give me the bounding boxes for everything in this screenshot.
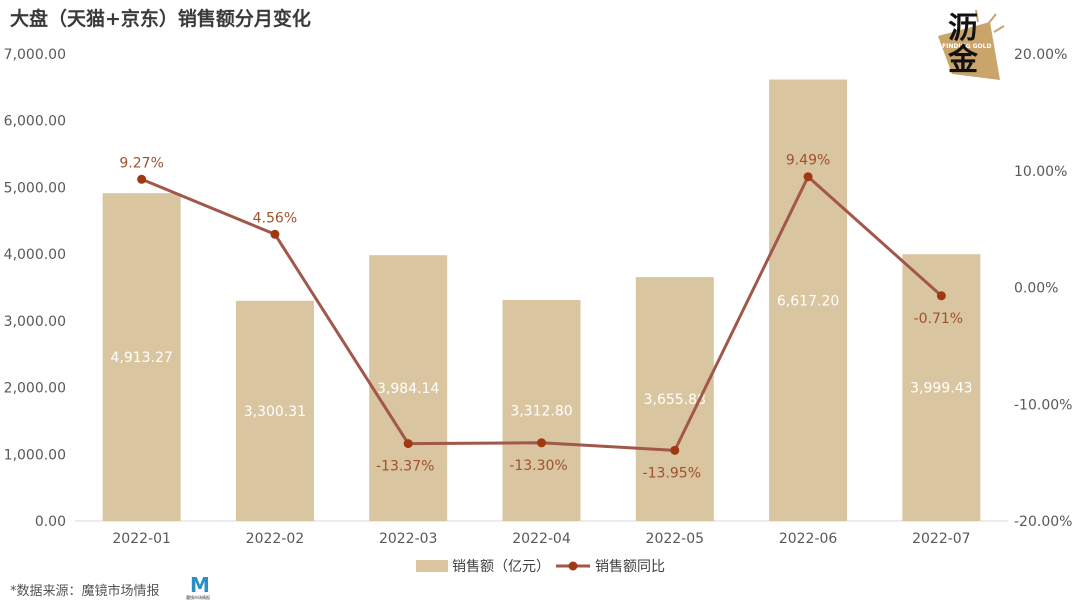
line-point-label: 9.27% bbox=[119, 155, 163, 171]
y-left-tick-label: 4,000.00 bbox=[4, 247, 66, 263]
bar-value-label: 4,913.27 bbox=[110, 350, 172, 366]
mojing-logo-caption: 魔镜市场情报 bbox=[186, 594, 210, 600]
y-left-tick-label: 2,000.00 bbox=[4, 381, 66, 397]
line-point-2022-06 bbox=[803, 172, 813, 182]
mojing-logo-letter: M bbox=[190, 573, 210, 597]
bar-2022-06 bbox=[769, 79, 848, 521]
x-tick-label: 2022-01 bbox=[112, 531, 171, 547]
line-point-label: -13.37% bbox=[376, 459, 434, 475]
line-point-2022-04 bbox=[537, 438, 546, 448]
y-right-tick-label: 10.00% bbox=[1014, 164, 1067, 180]
brand-logo: 沥 FINDING GOLD 金 bbox=[938, 9, 1005, 80]
bar-2022-01 bbox=[102, 193, 181, 521]
line-point-label: -13.95% bbox=[643, 465, 701, 481]
line-point-label: 4.56% bbox=[253, 210, 297, 226]
mojing-logo: M 魔镜市场情报 bbox=[186, 573, 210, 600]
line-point-label: -13.30% bbox=[509, 458, 567, 474]
logo-char-bottom: 金 bbox=[947, 43, 979, 78]
bar-value-label: 6,617.20 bbox=[777, 293, 839, 309]
legend-swatch-sales bbox=[416, 560, 448, 572]
bar-value-label: 3,984.14 bbox=[377, 381, 439, 397]
legend-label-sales: 销售额（亿元） bbox=[452, 559, 550, 575]
y-left-tick-label: 0.00 bbox=[35, 514, 66, 530]
legend-label-yoy: 销售额同比 bbox=[595, 559, 665, 575]
line-point-2022-07 bbox=[936, 291, 946, 301]
logo-ray bbox=[975, 9, 979, 23]
y-right-tick-label: 20.00% bbox=[1014, 47, 1067, 63]
line-point-label: -0.71% bbox=[914, 311, 964, 327]
line-point-2022-01 bbox=[137, 174, 147, 184]
logo-band-text: FINDING GOLD bbox=[942, 43, 991, 50]
bar-2022-04 bbox=[502, 299, 581, 521]
y-left-tick-label: 6,000.00 bbox=[4, 114, 66, 130]
logo-ray bbox=[987, 13, 997, 25]
bar-value-label: 3,300.31 bbox=[244, 404, 306, 420]
bar-value-label: 3,999.43 bbox=[910, 381, 972, 397]
y-right-tick-label: -10.00% bbox=[1014, 397, 1072, 413]
line-point-2022-05 bbox=[670, 445, 680, 455]
y-right-tick-label: -20.00% bbox=[1014, 514, 1072, 530]
bar-value-label: 3,312.80 bbox=[510, 403, 572, 419]
bar-value-label: 3,655.88 bbox=[644, 392, 706, 408]
y-right-tick-label: 0.00% bbox=[1014, 281, 1058, 297]
logo-shape bbox=[938, 22, 1000, 80]
data-source-note: *数据来源：魔镜市场情报 bbox=[10, 584, 160, 599]
legend-marker-yoy bbox=[568, 561, 578, 571]
line-point-2022-02 bbox=[270, 229, 280, 239]
x-tick-label: 2022-04 bbox=[512, 531, 571, 547]
bar-2022-03 bbox=[369, 255, 448, 522]
x-tick-label: 2022-07 bbox=[912, 531, 971, 547]
line-point-2022-03 bbox=[403, 439, 413, 449]
y-left-tick-label: 1,000.00 bbox=[4, 447, 66, 463]
chart-title: 大盘（天猫+京东）销售额分月变化 bbox=[10, 8, 311, 30]
x-tick-label: 2022-06 bbox=[779, 531, 838, 547]
bar-2022-02 bbox=[235, 300, 314, 521]
y-left-tick-label: 5,000.00 bbox=[4, 180, 66, 196]
x-tick-label: 2022-02 bbox=[246, 531, 305, 547]
line-point-label: 9.49% bbox=[786, 153, 830, 169]
logo-char-top: 沥 bbox=[948, 11, 978, 46]
x-tick-label: 2022-05 bbox=[646, 531, 705, 547]
logo-ray bbox=[993, 25, 1005, 33]
y-left-tick-label: 3,000.00 bbox=[4, 314, 66, 330]
x-tick-label: 2022-03 bbox=[379, 531, 438, 547]
y-left-tick-label: 7,000.00 bbox=[4, 47, 66, 63]
